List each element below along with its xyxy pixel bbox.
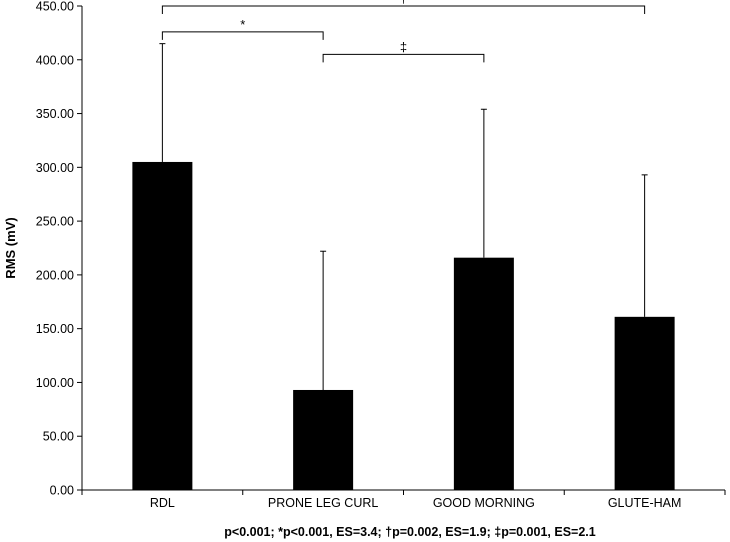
y-tick-label: 300.00 (36, 161, 74, 175)
error-bars (159, 43, 648, 390)
y-tick-label: 350.00 (36, 107, 74, 121)
y-axis: 0.00 50.00 100.00 150.00 200.00 250.00 300.00 3… (36, 0, 83, 498)
bars (132, 161, 675, 490)
x-tick-label: RDL (150, 496, 175, 510)
bar (132, 161, 193, 490)
significance-bracket (322, 53, 485, 63)
significance-bracket (161, 31, 324, 40)
significance-brackets: † * ‡ (161, 0, 646, 63)
x-axis: RDL PRONE LEG CURL GOOD MORNING GLUTE-HAM (81, 489, 726, 510)
significance-bracket (161, 5, 646, 14)
x-tick-label: GOOD MORNING (433, 496, 535, 510)
y-tick-label: 200.00 (36, 268, 74, 282)
significance-symbol: ‡ (400, 39, 407, 54)
y-tick-label: 150.00 (36, 322, 74, 336)
y-tick-label: 250.00 (36, 215, 74, 229)
y-tick-label: 100.00 (36, 376, 74, 390)
y-tick-label: 400.00 (36, 53, 74, 67)
bar (614, 316, 675, 490)
x-tick-label: PRONE LEG CURL (268, 496, 378, 510)
y-tick-label: 50.00 (43, 430, 74, 444)
x-tick-label: GLUTE-HAM (608, 496, 682, 510)
y-tick-label: 450.00 (36, 0, 74, 14)
significance-symbol: † (400, 0, 407, 6)
y-tick-label: 0.00 (50, 484, 74, 498)
bar (293, 389, 354, 490)
footnote: p<0.001; *p<0.001, ES=3.4; †p=0.002, ES=… (224, 525, 595, 539)
significance-symbol: * (240, 17, 245, 32)
y-axis-label: RMS (mV) (3, 217, 18, 278)
bar (453, 257, 514, 490)
